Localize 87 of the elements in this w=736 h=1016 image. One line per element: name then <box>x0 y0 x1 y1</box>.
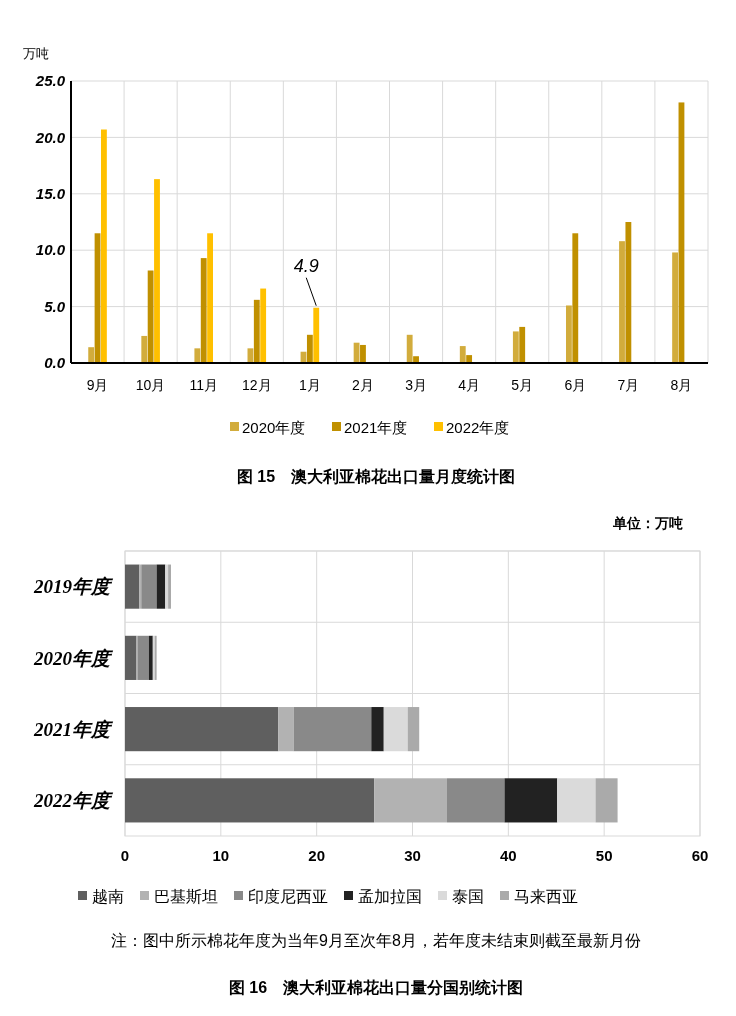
x-tick-label: 0 <box>120 847 130 864</box>
legend-label: 巴基斯坦 <box>154 887 218 905</box>
y-tick-label: 2019年度 <box>33 576 114 598</box>
bar <box>88 347 95 363</box>
y-axis-title: 万吨 <box>23 46 49 61</box>
text: 图 16 澳大利亚棉花出口量分国别统计图 <box>228 979 524 996</box>
x-tick-label: 9月 <box>86 377 109 393</box>
y-tick-label: 25.0 <box>34 72 66 90</box>
bar <box>504 778 558 823</box>
text: 注：图中所示棉花年度为当年9月至次年8月，若年度未结束则截至最新月份 <box>111 932 641 949</box>
x-tick-label: 1月 <box>298 377 321 393</box>
x-tick-label: 5月 <box>511 377 534 393</box>
bar <box>447 778 505 823</box>
y-tick-label: 10.0 <box>35 241 66 259</box>
bar <box>200 258 207 363</box>
text: 单位：万吨 <box>612 515 683 531</box>
bar <box>125 564 140 609</box>
x-tick-label: 30 <box>404 847 421 864</box>
bar <box>619 241 625 363</box>
bar <box>413 356 419 363</box>
bar <box>260 288 267 363</box>
text: 图 15 澳大利亚棉花出口量月度统计图 <box>236 467 516 485</box>
bar <box>383 707 408 752</box>
bar <box>125 707 279 752</box>
bar <box>557 778 596 823</box>
legend-label: 马来西亚 <box>514 887 578 905</box>
bar <box>141 564 157 609</box>
bar <box>360 344 366 363</box>
bar <box>253 299 260 363</box>
annotation: 4.9 <box>293 255 319 276</box>
legend-label: 2020年度 <box>242 419 306 437</box>
x-tick-label: 50 <box>595 847 613 864</box>
bar <box>125 635 137 680</box>
bar <box>466 355 473 363</box>
legend-label: 孟加拉国 <box>358 887 422 905</box>
bar <box>194 348 201 363</box>
bar <box>572 233 579 363</box>
y-tick-label: 15.0 <box>35 185 66 203</box>
bar <box>147 270 154 363</box>
bar <box>148 635 153 680</box>
x-tick-label: 60 <box>691 847 709 864</box>
bar <box>125 778 375 823</box>
bar <box>278 707 294 752</box>
y-tick-label: 5.0 <box>44 297 66 315</box>
legend-label: 越南 <box>92 887 124 905</box>
bar <box>625 222 632 363</box>
x-tick-label: 3月 <box>405 377 427 393</box>
bar <box>353 342 360 363</box>
bar <box>672 252 679 363</box>
legend-label: 2021年度 <box>344 419 408 437</box>
bar <box>519 326 526 363</box>
x-tick-label: 11月 <box>189 377 218 393</box>
bar <box>407 707 420 752</box>
bar <box>154 179 160 363</box>
y-tick-label: 2021年度 <box>33 718 114 740</box>
x-tick-label: 12月 <box>242 377 272 393</box>
x-tick-label: 6月 <box>564 377 587 393</box>
x-tick-label: 40 <box>499 847 517 864</box>
bar <box>100 129 107 363</box>
legend-label: 泰国 <box>452 887 484 905</box>
bar <box>137 635 149 680</box>
legend-label: 2022年度 <box>446 419 510 437</box>
bar <box>141 335 148 363</box>
bar <box>459 346 466 363</box>
bar <box>207 233 213 363</box>
bar <box>406 334 413 363</box>
y-tick-label: 2020年度 <box>33 647 114 669</box>
x-tick-label: 10月 <box>135 377 166 393</box>
y-tick-label: 0.0 <box>44 354 66 372</box>
bar <box>566 305 572 363</box>
bar <box>512 331 519 363</box>
bar <box>595 778 618 823</box>
x-tick-label: 2月 <box>352 377 374 393</box>
x-tick-label: 10 <box>212 847 230 864</box>
x-tick-label: 7月 <box>617 377 640 393</box>
x-tick-label: 8月 <box>670 377 693 393</box>
x-tick-label: 20 <box>308 847 326 864</box>
bar <box>313 307 320 363</box>
bar <box>156 564 166 609</box>
bar <box>371 707 384 752</box>
bar <box>293 707 372 752</box>
legend-label: 印度尼西亚 <box>248 887 328 905</box>
x-tick-label: 4月 <box>458 377 481 393</box>
y-tick-label: 2022年度 <box>33 790 114 812</box>
bar <box>374 778 447 823</box>
bar <box>306 334 313 363</box>
y-tick-label: 20.0 <box>34 128 66 146</box>
